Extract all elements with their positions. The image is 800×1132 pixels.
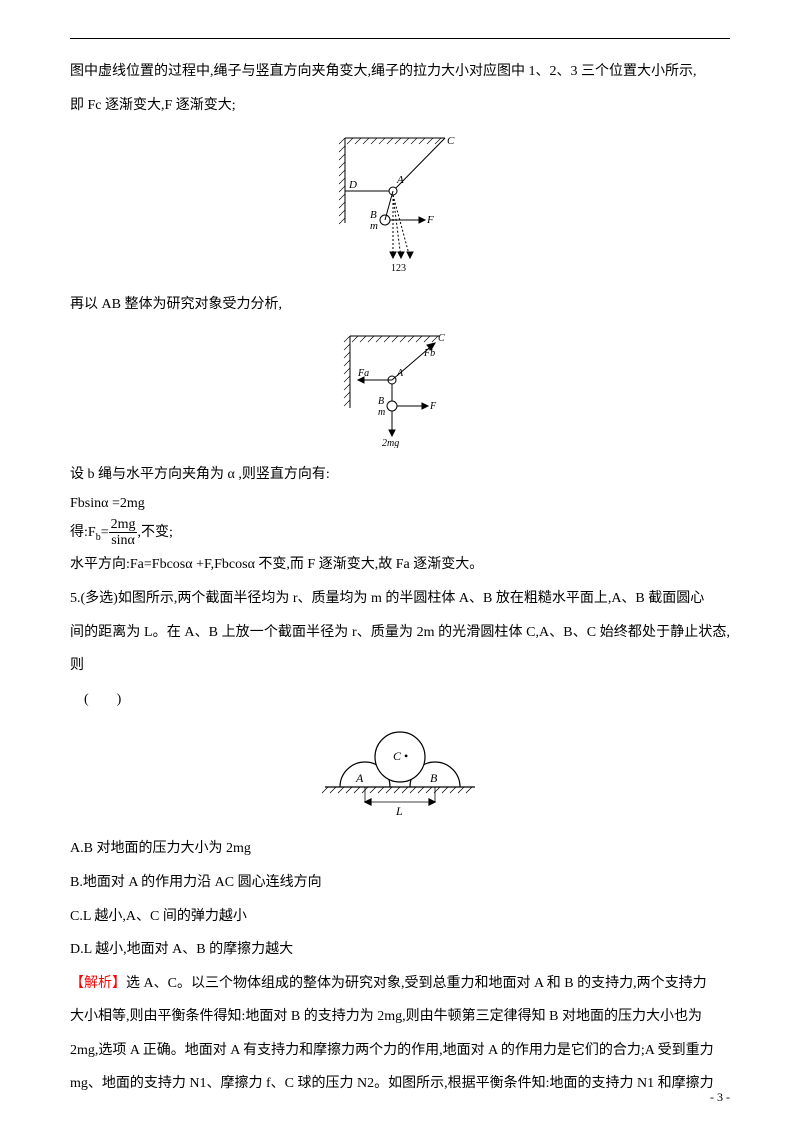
eq2-pre: 得:F xyxy=(70,525,96,540)
fig3-label-B: B xyxy=(430,771,438,785)
option-C: C.L 越小,A、C 间的弹力越小 xyxy=(70,900,730,934)
fig3-label-L: L xyxy=(395,804,403,818)
figure-3: A B C • L xyxy=(70,722,730,826)
fig1-label-123: 123 xyxy=(391,263,406,274)
paragraph-1a: 图中虚线位置的过程中,绳子与竖直方向夹角变大,绳子的拉力大小对应图中 1、2、3… xyxy=(70,55,730,89)
question-5-line2: 间的距离为 L。在 A、B 上放一个截面半径为 r、质量为 2m 的光滑圆柱体 … xyxy=(70,616,730,683)
fig2-label-A: A xyxy=(396,368,404,379)
paragraph-1b: 即 Fc 逐渐变大,F 逐渐变大; xyxy=(70,89,730,123)
fig1-label-m: m xyxy=(370,220,378,232)
answer-line-3: 2mg,选项 A 正确。地面对 A 有支持力和摩擦力两个力的作用,地面对 A 的… xyxy=(70,1034,730,1068)
top-rule xyxy=(70,38,730,39)
eq2-den: sinα xyxy=(109,533,138,548)
equation-1: Fbsinα =2mg xyxy=(70,491,730,516)
fig2-label-2mg: 2mg xyxy=(382,438,399,448)
question-5-line1: 5.(多选)如图所示,两个截面半径均为 r、质量均为 m 的半圆柱体 A、B 放… xyxy=(70,582,730,616)
fig2-label-F: F xyxy=(429,401,437,412)
answer-1: 选 A、C。以三个物体组成的整体为研究对象,受到总重力和地面对 A 和 B 的支… xyxy=(126,976,707,991)
figure-2: C Fb Fa A B m F 2mg xyxy=(70,328,730,452)
fig3-label-C: C xyxy=(393,749,402,763)
answer-label: 【解析】 xyxy=(70,976,126,991)
fig1-label-F: F xyxy=(426,214,434,226)
fig1-label-A: A xyxy=(396,174,404,186)
figure-1: C A D B m F 123 xyxy=(70,128,730,282)
equation-2: 得:Fb=2mgsinα,不变; xyxy=(70,517,730,549)
option-A: A.B 对地面的压力大小为 2mg xyxy=(70,832,730,866)
option-B: B.地面对 A 的作用力沿 AC 圆心连线方向 xyxy=(70,866,730,900)
paragraph-4: 水平方向:Fa=Fbcosα +F,Fbcosα 不变,而 F 逐渐变大,故 F… xyxy=(70,548,730,582)
eq2-mid: = xyxy=(101,525,109,540)
eq2-post: ,不变; xyxy=(137,525,172,540)
fig2-label-Fb: Fb xyxy=(423,348,435,359)
fig2-label-Fa: Fa xyxy=(357,368,369,379)
fig3-label-dot: • xyxy=(404,749,408,763)
page-number: - 3 - xyxy=(710,1083,730,1112)
answer-line-4: mg、地面的支持力 N1、摩擦力 f、C 球的压力 N2。如图所示,根据平衡条件… xyxy=(70,1067,730,1101)
fig3-label-A: A xyxy=(355,771,364,785)
paragraph-2: 再以 AB 整体为研究对象受力分析, xyxy=(70,288,730,322)
fig2-label-B: B xyxy=(378,396,384,407)
fig2-label-C: C xyxy=(438,333,445,344)
option-D: D.L 越小,地面对 A、B 的摩擦力越大 xyxy=(70,933,730,967)
fig1-label-C: C xyxy=(447,135,455,147)
eq2-fraction: 2mgsinα xyxy=(109,517,138,549)
paragraph-3: 设 b 绳与水平方向夹角为 α ,则竖直方向有: xyxy=(70,458,730,492)
eq2-num: 2mg xyxy=(109,517,138,533)
fig2-label-m: m xyxy=(378,407,385,418)
question-5-line3: ( ) xyxy=(70,683,730,717)
fig1-label-D: D xyxy=(348,179,357,191)
answer-line-1: 【解析】选 A、C。以三个物体组成的整体为研究对象,受到总重力和地面对 A 和 … xyxy=(70,967,730,1001)
answer-line-2: 大小相等,则由平衡条件得知:地面对 B 的支持力为 2mg,则由牛顿第三定律得知… xyxy=(70,1000,730,1034)
